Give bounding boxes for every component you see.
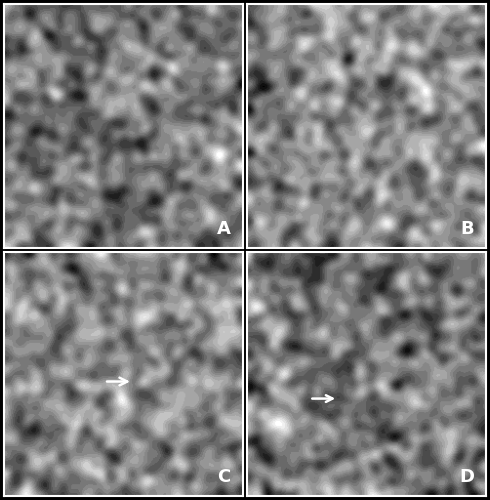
Text: D: D xyxy=(460,468,474,486)
Text: C: C xyxy=(217,468,230,486)
Text: B: B xyxy=(460,220,474,238)
Text: A: A xyxy=(217,220,230,238)
